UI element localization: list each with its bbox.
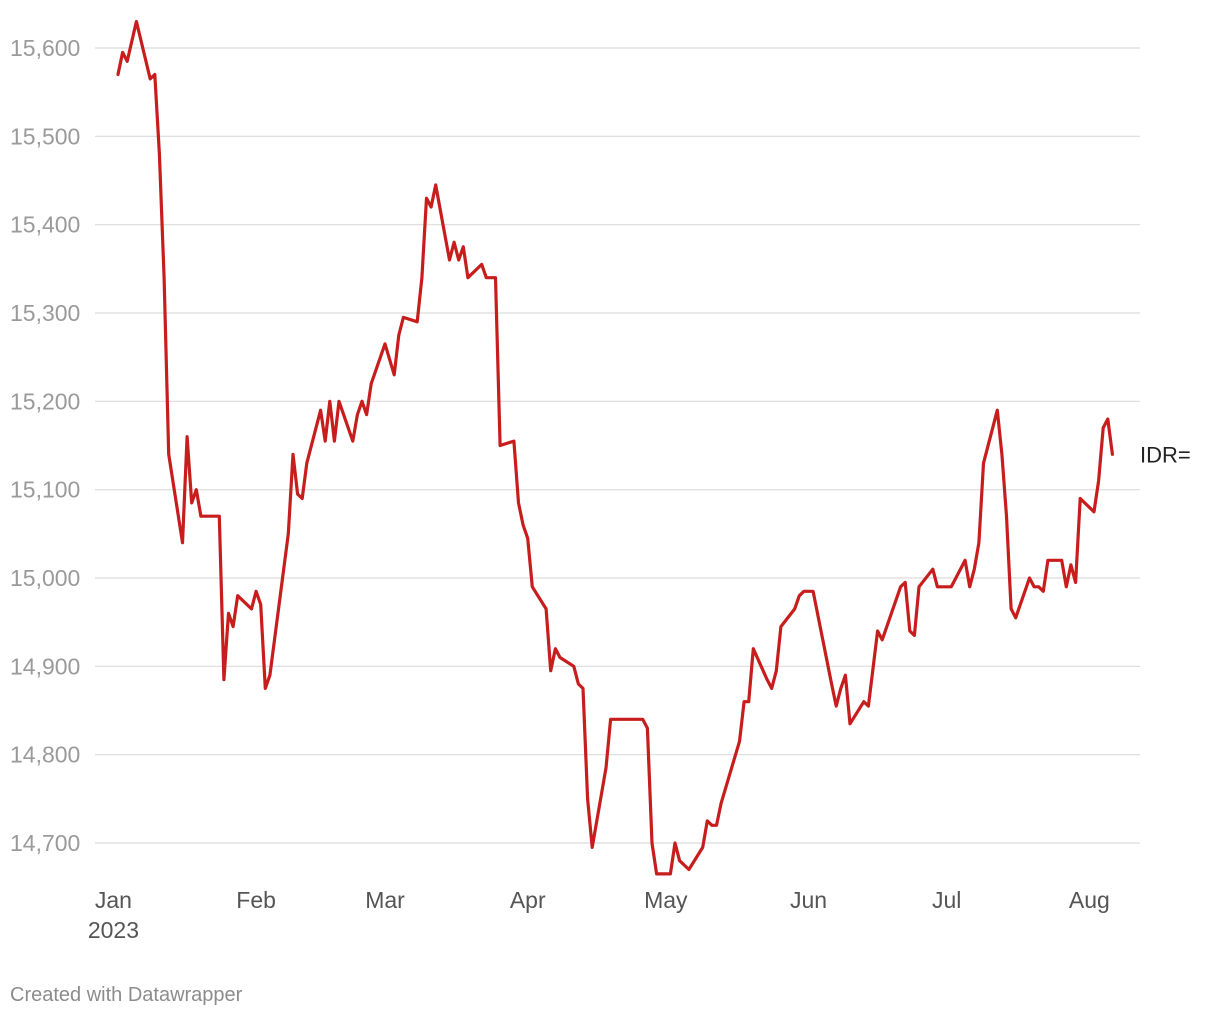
x-tick-sublabel: 2023 bbox=[88, 917, 139, 943]
x-tick-label: Feb bbox=[236, 887, 276, 913]
credit-text: Created with Datawrapper bbox=[10, 984, 243, 1006]
y-tick-label: 15,600 bbox=[10, 35, 80, 61]
x-tick-label: Apr bbox=[510, 887, 546, 913]
x-tick-label: Mar bbox=[365, 887, 405, 913]
y-tick-label: 14,800 bbox=[10, 742, 80, 768]
x-axis-tick-labels: Jan 2023 Feb Mar Apr May Jun Jul Aug bbox=[88, 887, 1110, 943]
x-tick-label: May bbox=[644, 887, 688, 913]
series-lines: IDR= bbox=[116, 19, 1191, 876]
y-tick-label: 15,500 bbox=[10, 123, 80, 149]
y-tick-label: 14,700 bbox=[10, 830, 80, 856]
x-tick-label: Jul bbox=[932, 887, 961, 913]
series-label: IDR= bbox=[1140, 442, 1191, 467]
y-tick-label: 15,300 bbox=[10, 300, 80, 326]
x-tick-label: Aug bbox=[1069, 887, 1110, 913]
y-tick-label: 15,400 bbox=[10, 212, 80, 238]
x-tick-label: Jun bbox=[790, 887, 827, 913]
gridlines bbox=[95, 47, 1140, 844]
x-tick-label: Jan bbox=[95, 887, 132, 913]
series-line bbox=[116, 19, 1114, 876]
y-tick-label: 15,000 bbox=[10, 565, 80, 591]
y-tick-label: 15,100 bbox=[10, 477, 80, 503]
y-axis-tick-labels: 15,600 15,500 15,400 15,300 15,200 15,100 15,0… bbox=[10, 35, 80, 856]
y-tick-label: 15,200 bbox=[10, 388, 80, 414]
y-tick-label: 14,900 bbox=[10, 653, 80, 679]
